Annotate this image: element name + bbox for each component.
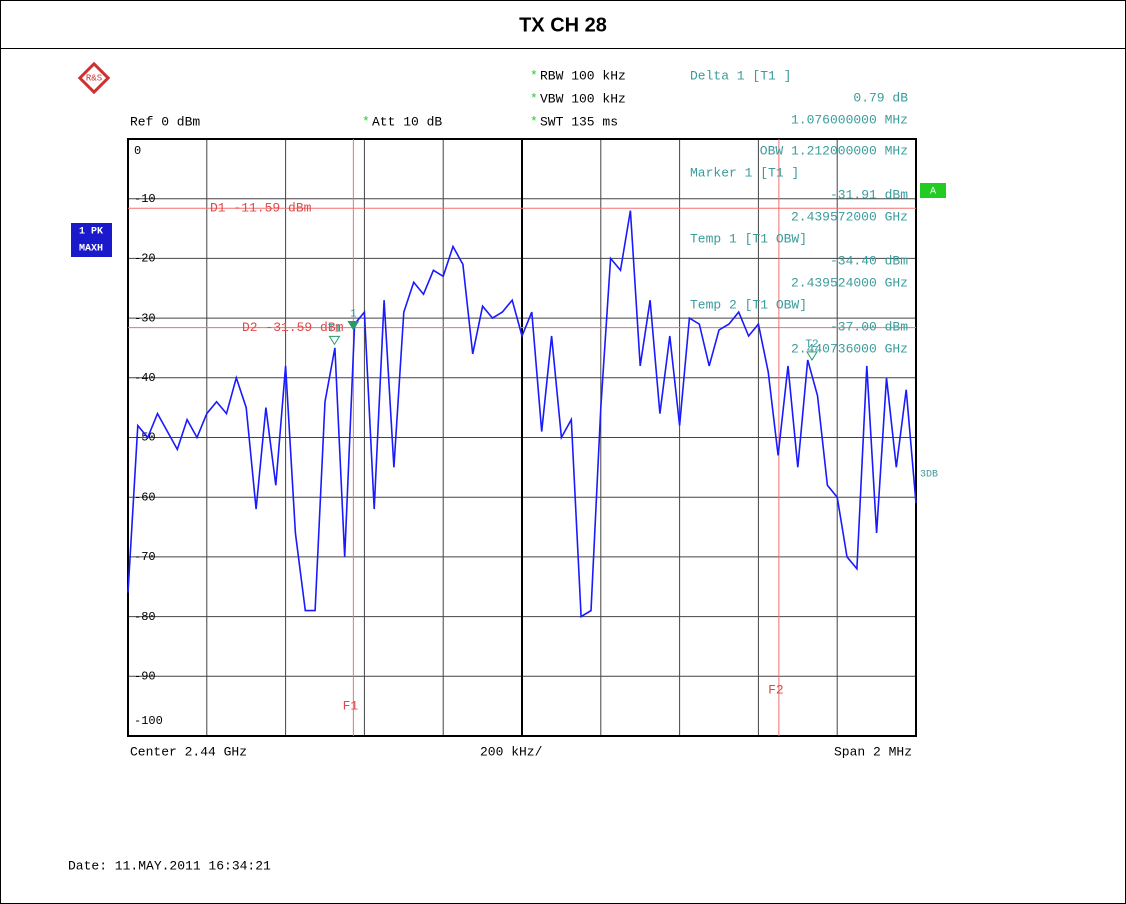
screen-label: A — [930, 187, 936, 198]
marker-label: T2 — [805, 339, 818, 351]
marker-info: 1.076000000 MHz — [791, 112, 908, 127]
y-tick-label: 0 — [134, 144, 141, 158]
y-tick-label: -20 — [134, 252, 156, 266]
sweep-time: SWT 135 ms — [540, 114, 618, 129]
marker-info: Temp 2 [T1 OBW] — [690, 297, 807, 312]
trace-label: MAXH — [79, 244, 103, 255]
asterisk: * — [530, 114, 538, 129]
trace — [127, 210, 917, 618]
marker — [328, 335, 341, 346]
rbw: RBW 100 kHz — [540, 68, 626, 83]
ref-level: Ref 0 dBm — [130, 114, 200, 129]
frequency-line-label: F1 — [343, 698, 359, 713]
trace-label: 1 PK — [79, 227, 103, 238]
marker — [347, 321, 360, 331]
y-tick-label: -10 — [134, 192, 156, 206]
marker-info: 0.79 dB — [853, 90, 908, 105]
asterisk: * — [362, 114, 370, 129]
vbw: VBW 100 kHz — [540, 91, 626, 106]
y-tick-label: -60 — [134, 490, 156, 504]
plot: 0 -10 -20 -30 -40 -50 -60 -70 -80 -90 -100 D1 -11.5… — [127, 138, 917, 737]
y-tick-label: -100 — [134, 714, 163, 728]
marker — [806, 351, 818, 361]
marker-info: Delta 1 [T1 ] — [690, 68, 791, 83]
plot-border — [127, 138, 917, 737]
span: Span 2 MHz — [834, 744, 912, 759]
center-frequency: Center 2.44 GHz — [130, 744, 247, 759]
marker-info: 2.439572000 GHz — [791, 209, 908, 224]
marker-info: 2.440736000 GHz — [791, 341, 908, 356]
date: Date: 11.MAY.2011 16:34:21 — [68, 858, 271, 873]
title: TX CH 28 — [519, 14, 607, 36]
asterisk: * — [530, 68, 538, 83]
marker-label: T1 — [328, 323, 342, 335]
marker-label: 1 — [350, 308, 357, 320]
marker-info: Temp 1 [T1 OBW] — [690, 231, 807, 246]
y-tick-label: -70 — [134, 550, 156, 564]
y-tick-label: -30 — [134, 311, 156, 325]
y-tick-label: -80 — [134, 610, 156, 624]
marker-info: -37.00 dBm — [830, 319, 908, 334]
display-line-label: D2 -31.59 dBm — [242, 320, 344, 335]
screen-label-box — [920, 183, 946, 198]
trace-label-box — [71, 223, 112, 257]
marker-info: -31.91 dBm — [830, 187, 908, 202]
marker-info: Marker 1 [T1 ] — [690, 165, 799, 180]
marker-info: OBW 1.212000000 MHz — [760, 143, 908, 158]
marker-info: 2.439524000 GHz — [791, 275, 908, 290]
svg-text:R&S: R&S — [86, 73, 102, 83]
display-line-label: D1 -11.59 dBm — [210, 201, 312, 216]
y-tick-label: -90 — [134, 669, 156, 683]
frequency-line-label: F2 — [768, 682, 784, 697]
asterisk: * — [530, 91, 538, 106]
marker-info: -34.40 dBm — [830, 253, 908, 268]
y-tick-label: -40 — [134, 371, 156, 385]
logo: R&S — [77, 61, 111, 95]
y-tick-label: -50 — [134, 431, 156, 445]
side-label: 3DB — [920, 470, 938, 481]
attenuation: Att 10 dB — [372, 114, 442, 129]
frequency-per-division: 200 kHz/ — [480, 744, 543, 759]
